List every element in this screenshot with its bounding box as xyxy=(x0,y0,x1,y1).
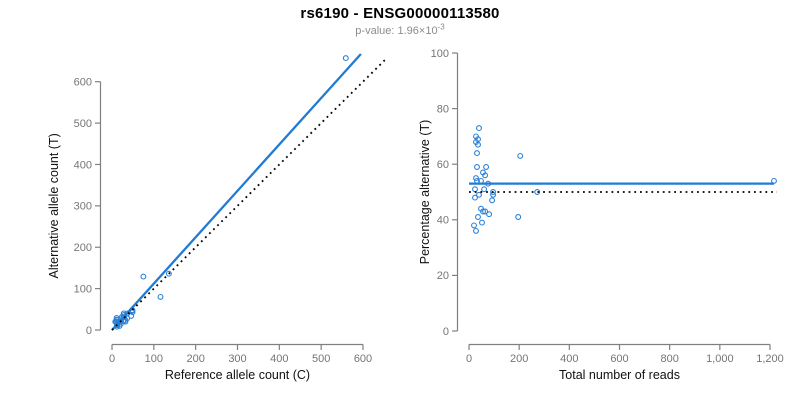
pvalue-mantissa: 1.96×10 xyxy=(397,25,438,37)
y-tick-label: 400 xyxy=(74,159,92,171)
y-tick-label: 100 xyxy=(74,283,92,295)
y-tick-label: 40 xyxy=(437,215,449,227)
x-axis-title: Reference allele count (C) xyxy=(165,368,310,382)
x-tick-label: 100 xyxy=(145,353,163,365)
x-tick-label: 600 xyxy=(354,353,372,365)
y-tick-label: 300 xyxy=(74,201,92,213)
data-point xyxy=(472,186,478,193)
pvalue-exponent: -3 xyxy=(437,22,445,32)
x-tick-label: 400 xyxy=(270,353,288,365)
chart-header: rs6190 - ENSG00000113580 p-value: 1.96×1… xyxy=(0,5,800,37)
identity-line-dotted xyxy=(111,59,386,331)
data-point xyxy=(473,175,479,182)
y-tick-label: 20 xyxy=(437,270,449,282)
data-point xyxy=(157,293,164,300)
data-point xyxy=(165,270,172,277)
data-point xyxy=(473,227,479,234)
data-point xyxy=(474,150,480,157)
x-tick-label: 300 xyxy=(228,353,246,365)
x-tick-label: 0 xyxy=(109,353,115,365)
x-tick-label: 400 xyxy=(560,353,578,365)
data-point xyxy=(517,152,524,159)
data-point xyxy=(472,194,478,201)
data-point xyxy=(481,186,488,193)
y-tick-label: 600 xyxy=(74,77,92,89)
y-tick-label: 100 xyxy=(431,48,449,60)
data-point xyxy=(480,208,486,215)
x-tick-label: 500 xyxy=(312,353,330,365)
y-tick-label: 200 xyxy=(74,242,92,254)
data-point xyxy=(490,189,497,195)
x-tick-label: 600 xyxy=(610,353,628,365)
x-tick-label: 200 xyxy=(186,353,204,365)
data-point xyxy=(483,164,490,170)
data-point xyxy=(486,211,493,218)
data-point xyxy=(489,197,496,204)
data-point xyxy=(534,189,541,195)
x-tick-label: 800 xyxy=(660,353,678,365)
y-axis-title: Alternative allele count (T) xyxy=(47,133,61,278)
data-point xyxy=(474,164,480,170)
data-point xyxy=(475,141,481,148)
data-point xyxy=(476,191,482,198)
data-point xyxy=(122,318,129,325)
y-tick-label: 80 xyxy=(437,103,449,115)
x-axis-title: Total number of reads xyxy=(559,368,680,382)
y-tick-label: 60 xyxy=(437,159,449,171)
y-axis-title: Percentage alternative (T) xyxy=(418,120,432,265)
data-point xyxy=(475,214,481,220)
x-tick-label: 200 xyxy=(510,353,528,365)
data-point xyxy=(140,273,147,280)
data-point xyxy=(479,219,485,226)
data-point xyxy=(482,172,489,179)
pvalue-prefix: p-value: xyxy=(355,25,398,37)
x-tick-label: 1,200 xyxy=(756,353,784,365)
y-tick-label: 0 xyxy=(86,325,92,337)
data-point xyxy=(128,312,135,319)
data-point xyxy=(471,222,477,229)
y-tick-label: 0 xyxy=(443,326,449,338)
x-tick-label: 0 xyxy=(466,353,472,365)
page-title: rs6190 - ENSG00000113580 xyxy=(300,5,500,22)
data-point xyxy=(482,208,489,215)
y-tick-label: 500 xyxy=(74,118,92,130)
data-point xyxy=(515,214,522,220)
x-tick-label: 1,000 xyxy=(706,353,734,365)
fit-line xyxy=(111,53,362,331)
pvalue-subtitle: p-value: 1.96×10-3 xyxy=(0,22,800,37)
data-point xyxy=(476,125,482,132)
data-point xyxy=(342,55,349,62)
